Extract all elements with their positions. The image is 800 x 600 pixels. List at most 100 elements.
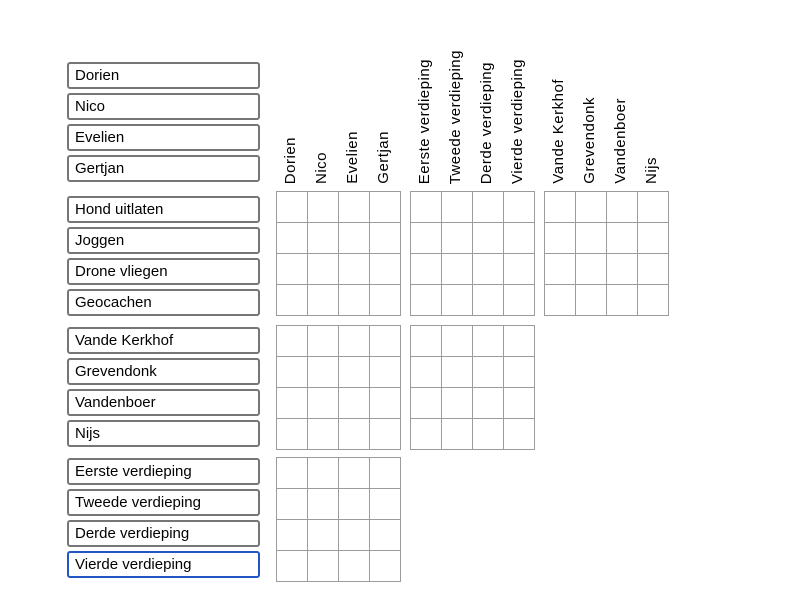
grid-cell[interactable]: [607, 285, 638, 316]
grid-cell[interactable]: [473, 326, 504, 357]
grid-cell[interactable]: [308, 551, 339, 582]
grid-cell[interactable]: [308, 419, 339, 450]
grid-cell[interactable]: [442, 388, 473, 419]
grid-cell[interactable]: [339, 357, 370, 388]
grid-cell[interactable]: [277, 419, 308, 450]
grid-cell[interactable]: [473, 419, 504, 450]
row-label-gertjan[interactable]: Gertjan: [67, 155, 260, 182]
grid-cell[interactable]: [576, 192, 607, 223]
grid-cell[interactable]: [339, 551, 370, 582]
grid-cell[interactable]: [277, 388, 308, 419]
grid-cell[interactable]: [411, 285, 442, 316]
grid-cell[interactable]: [442, 285, 473, 316]
row-label-drone-vliegen[interactable]: Drone vliegen: [67, 258, 260, 285]
grid-cell[interactable]: [411, 326, 442, 357]
grid-cell[interactable]: [411, 223, 442, 254]
grid-cell[interactable]: [370, 223, 401, 254]
grid-cell[interactable]: [545, 285, 576, 316]
grid-cell[interactable]: [638, 254, 669, 285]
row-label-tweede-verdieping[interactable]: Tweede verdieping: [67, 489, 260, 516]
row-label-evelien[interactable]: Evelien: [67, 124, 260, 151]
grid-cell[interactable]: [411, 388, 442, 419]
grid-cell[interactable]: [339, 223, 370, 254]
grid-cell[interactable]: [411, 357, 442, 388]
grid-cell[interactable]: [504, 192, 535, 223]
grid-cell[interactable]: [370, 254, 401, 285]
row-label-dorien[interactable]: Dorien: [67, 62, 260, 89]
grid-cell[interactable]: [308, 223, 339, 254]
grid-cell[interactable]: [339, 192, 370, 223]
grid-cell[interactable]: [607, 192, 638, 223]
grid-cell[interactable]: [339, 458, 370, 489]
grid-cell[interactable]: [370, 326, 401, 357]
grid-cell[interactable]: [638, 192, 669, 223]
grid-cell[interactable]: [308, 192, 339, 223]
grid-cell[interactable]: [370, 489, 401, 520]
row-label-derde-verdieping[interactable]: Derde verdieping: [67, 520, 260, 547]
grid-cell[interactable]: [370, 192, 401, 223]
grid-cell[interactable]: [473, 285, 504, 316]
row-label-vande-kerkhof[interactable]: Vande Kerkhof: [67, 327, 260, 354]
grid-cell[interactable]: [442, 223, 473, 254]
grid-cell[interactable]: [277, 285, 308, 316]
grid-cell[interactable]: [638, 223, 669, 254]
row-label-geocachen[interactable]: Geocachen: [67, 289, 260, 316]
grid-cell[interactable]: [545, 223, 576, 254]
grid-cell[interactable]: [277, 551, 308, 582]
grid-cell[interactable]: [339, 419, 370, 450]
grid-cell[interactable]: [308, 520, 339, 551]
grid-cell[interactable]: [576, 285, 607, 316]
grid-cell[interactable]: [277, 458, 308, 489]
grid-cell[interactable]: [308, 388, 339, 419]
grid-cell[interactable]: [308, 489, 339, 520]
row-label-nijs[interactable]: Nijs: [67, 420, 260, 447]
grid-cell[interactable]: [308, 254, 339, 285]
grid-cell[interactable]: [504, 285, 535, 316]
grid-cell[interactable]: [411, 192, 442, 223]
grid-cell[interactable]: [504, 223, 535, 254]
grid-cell[interactable]: [504, 419, 535, 450]
grid-cell[interactable]: [442, 357, 473, 388]
grid-cell[interactable]: [339, 254, 370, 285]
grid-cell[interactable]: [473, 357, 504, 388]
grid-cell[interactable]: [442, 419, 473, 450]
grid-cell[interactable]: [339, 326, 370, 357]
grid-cell[interactable]: [545, 192, 576, 223]
grid-cell[interactable]: [504, 254, 535, 285]
grid-cell[interactable]: [339, 489, 370, 520]
grid-cell[interactable]: [638, 285, 669, 316]
grid-cell[interactable]: [545, 254, 576, 285]
grid-cell[interactable]: [607, 254, 638, 285]
grid-cell[interactable]: [504, 326, 535, 357]
grid-cell[interactable]: [411, 419, 442, 450]
grid-cell[interactable]: [370, 520, 401, 551]
grid-cell[interactable]: [339, 520, 370, 551]
grid-cell[interactable]: [473, 254, 504, 285]
row-label-vierde-verdieping-selected[interactable]: Vierde verdieping: [67, 551, 260, 578]
grid-cell[interactable]: [308, 458, 339, 489]
grid-cell[interactable]: [504, 357, 535, 388]
row-label-nico[interactable]: Nico: [67, 93, 260, 120]
grid-cell[interactable]: [607, 223, 638, 254]
grid-cell[interactable]: [277, 223, 308, 254]
grid-cell[interactable]: [277, 326, 308, 357]
grid-cell[interactable]: [339, 388, 370, 419]
grid-cell[interactable]: [277, 192, 308, 223]
grid-cell[interactable]: [308, 285, 339, 316]
row-label-hond-uitlaten[interactable]: Hond uitlaten: [67, 196, 260, 223]
grid-cell[interactable]: [370, 458, 401, 489]
grid-cell[interactable]: [370, 388, 401, 419]
grid-cell[interactable]: [370, 419, 401, 450]
grid-cell[interactable]: [308, 357, 339, 388]
grid-cell[interactable]: [277, 357, 308, 388]
row-label-grevendonk[interactable]: Grevendonk: [67, 358, 260, 385]
grid-cell[interactable]: [277, 520, 308, 551]
grid-cell[interactable]: [370, 357, 401, 388]
row-label-eerste-verdieping[interactable]: Eerste verdieping: [67, 458, 260, 485]
grid-cell[interactable]: [576, 223, 607, 254]
grid-cell[interactable]: [473, 192, 504, 223]
grid-cell[interactable]: [277, 254, 308, 285]
grid-cell[interactable]: [277, 489, 308, 520]
grid-cell[interactable]: [473, 223, 504, 254]
grid-cell[interactable]: [576, 254, 607, 285]
